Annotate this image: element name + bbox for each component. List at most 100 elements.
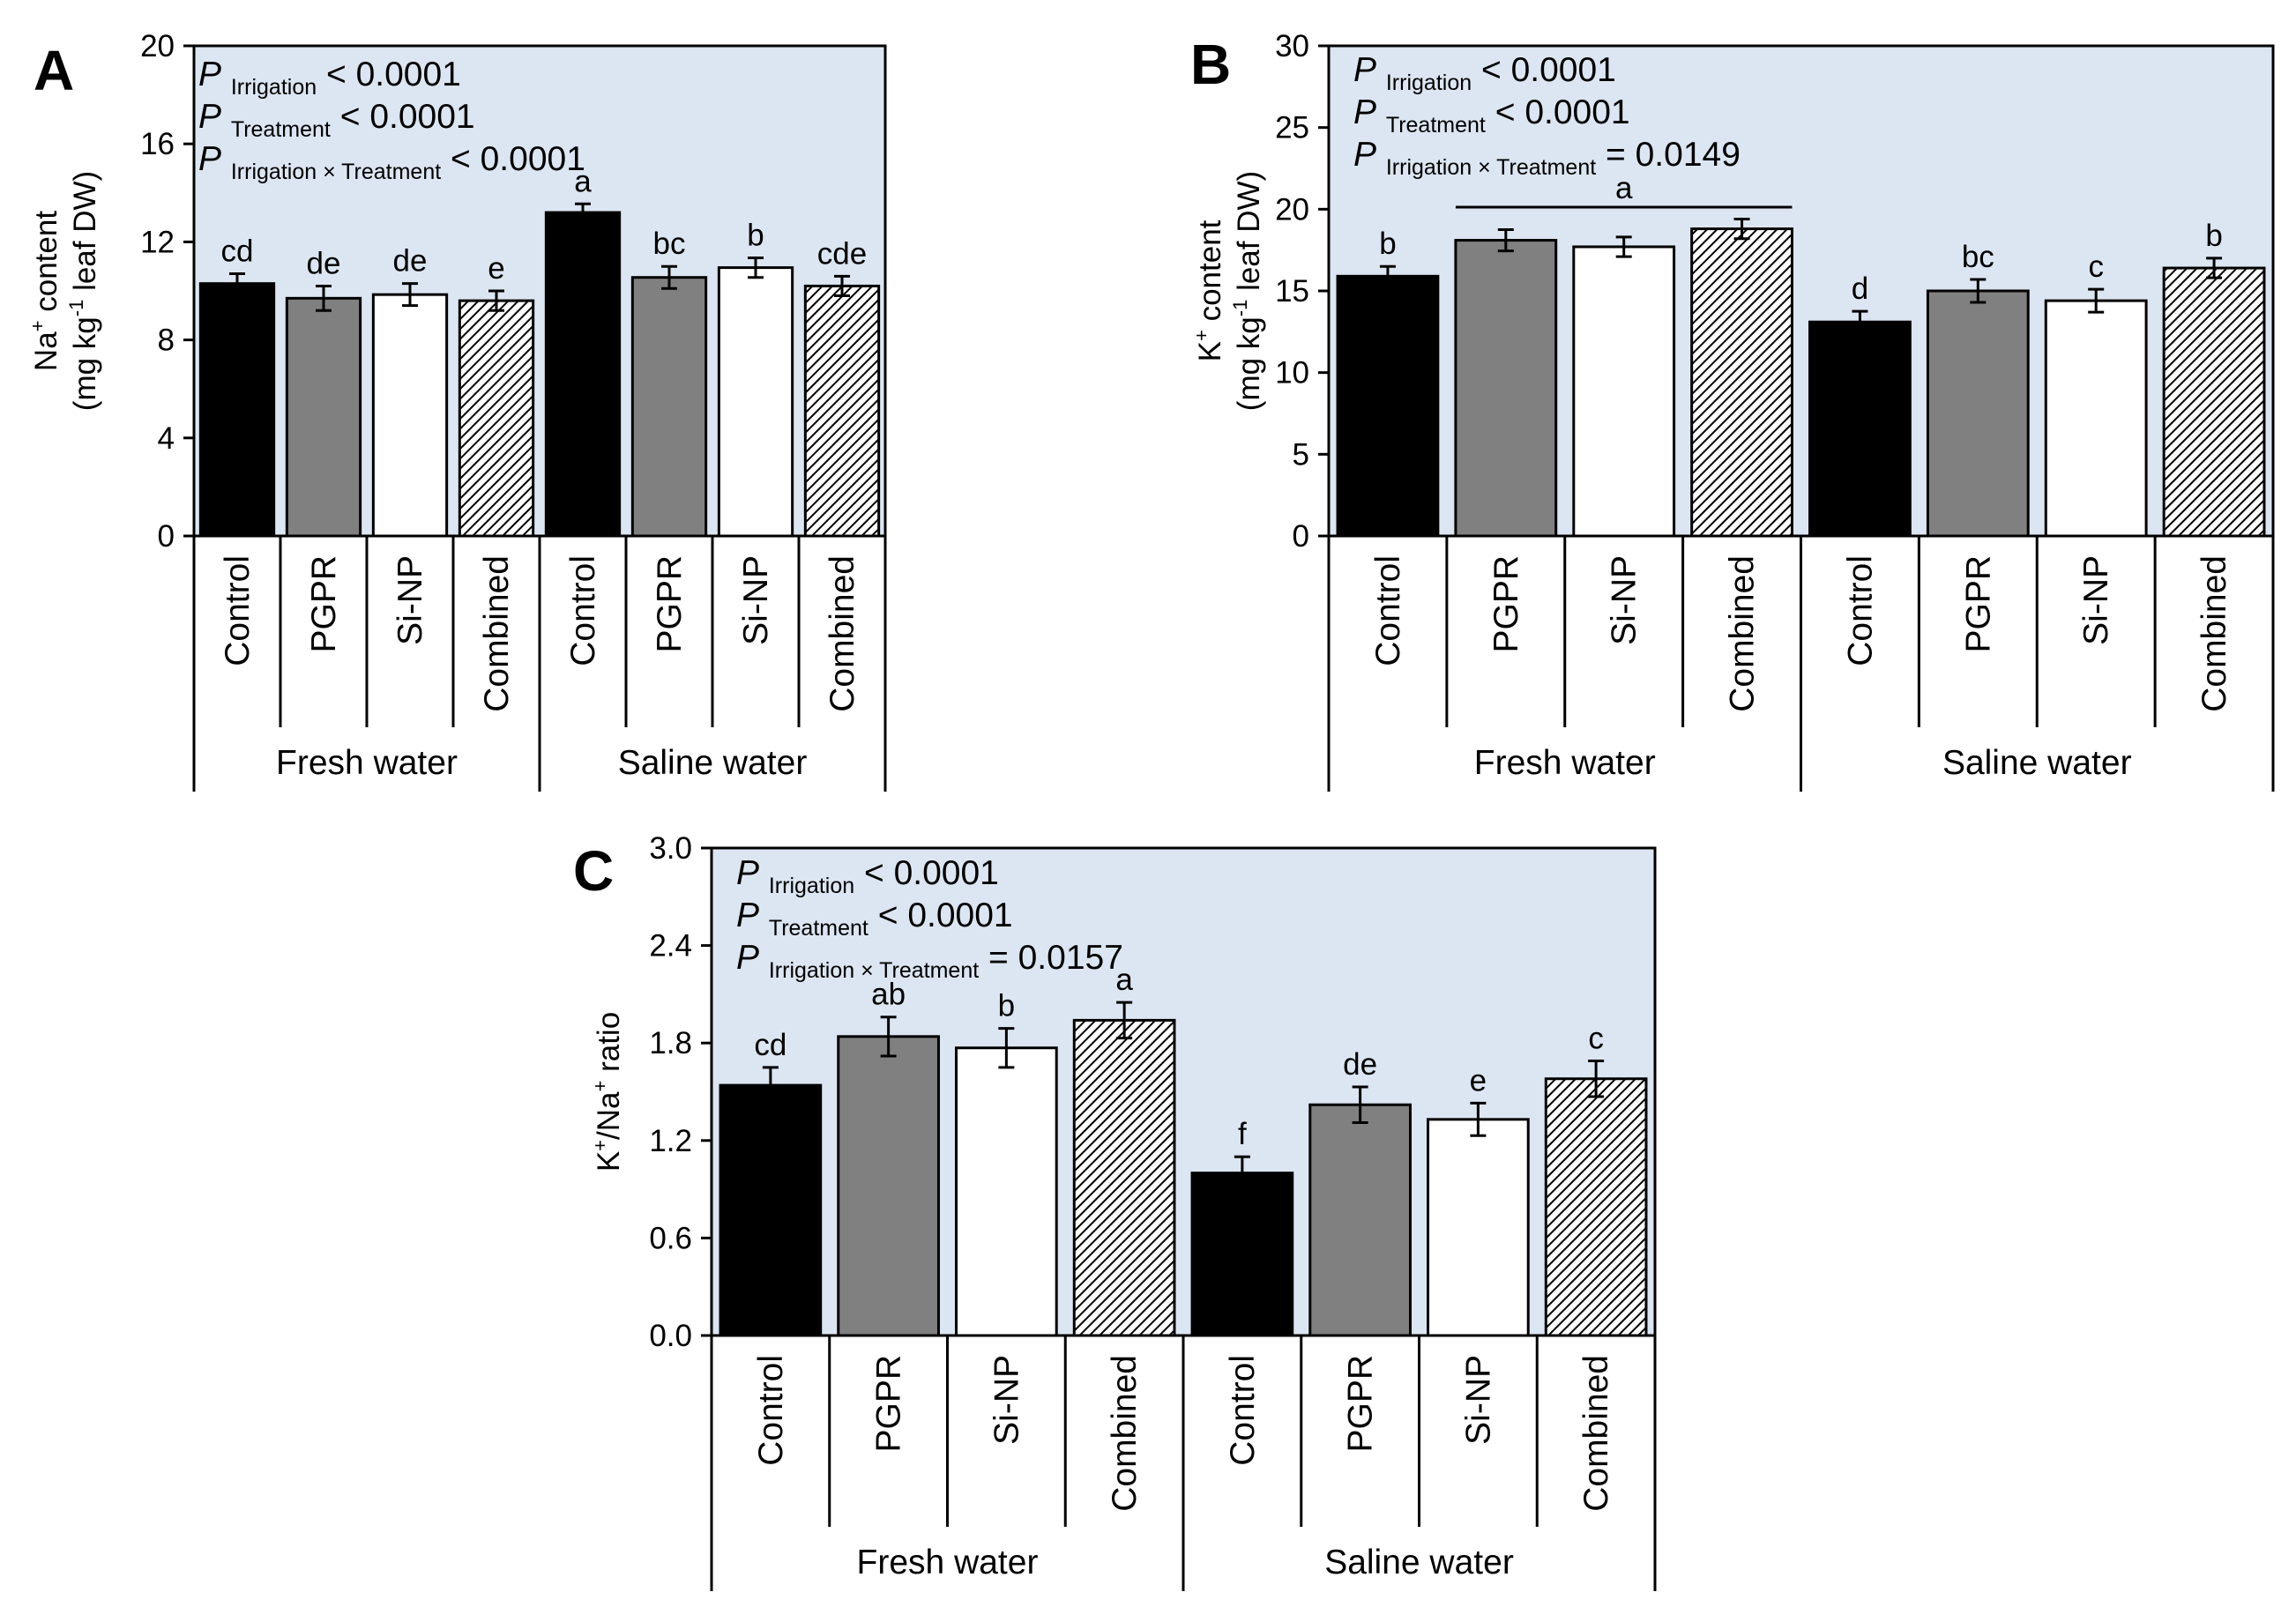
- bar: [458, 299, 535, 538]
- p-value-annotation: P Treatment < 0.0001: [198, 98, 475, 142]
- category-label: PGPR: [1487, 555, 1525, 653]
- bar: [1454, 239, 1558, 538]
- bar: [1072, 1018, 1176, 1337]
- category-label: Combined: [478, 555, 516, 712]
- y-axis-title: K+/Na+ ratio: [589, 1012, 626, 1172]
- y-tick-label: 0.6: [649, 1221, 692, 1255]
- y-tick-label: 20: [1275, 192, 1309, 227]
- bar: [1572, 245, 1676, 538]
- p-value-annotation: P Treatment < 0.0001: [1353, 93, 1630, 138]
- panel-c: 0.0 0.6 1.2 1.8 2.4 3.0 K+/Na+ ratio Ccd ab b a f de…: [573, 831, 1657, 1591]
- category-label: Si-NP: [1606, 555, 1644, 645]
- significance-letter: a: [574, 164, 592, 198]
- y-tick-label: 0: [1293, 519, 1309, 554]
- significance-letter: bc: [1962, 240, 1994, 274]
- panel-letter: B: [1190, 33, 1231, 96]
- panel-b: 0 5 10 15 20 25 30 K+ content(mg kg-1 leaf DW) B…: [1190, 29, 2275, 792]
- significance-letter: d: [1852, 272, 1868, 306]
- significance-letter: de: [307, 246, 341, 280]
- y-tick-label: 3.0: [649, 831, 692, 866]
- bar: [1808, 320, 1912, 538]
- category-label: Combined: [1724, 555, 1762, 712]
- category-label: PGPR: [870, 1355, 908, 1453]
- bar: [717, 266, 794, 538]
- significance-letter: cd: [221, 234, 254, 269]
- y-tick-label: 10: [1275, 356, 1309, 391]
- significance-letter: e: [488, 251, 504, 286]
- significance-letter: ab: [871, 978, 906, 1012]
- significance-letter: a: [1115, 963, 1133, 997]
- significance-letter: c: [2088, 249, 2104, 284]
- category-label: Si-NP: [2077, 555, 2115, 645]
- p-value-annotation: P Irrigation < 0.0001: [1353, 51, 1616, 95]
- group-label: Saline water: [1324, 1544, 1514, 1581]
- bar: [1190, 1172, 1294, 1337]
- bar: [198, 282, 276, 538]
- y-axis-title-line2: (mg kg-1 leaf DW): [65, 171, 102, 411]
- panel-letter: A: [34, 39, 74, 102]
- group-label: Fresh water: [857, 1544, 1039, 1581]
- category-label: Si-NP: [737, 555, 775, 645]
- category-label: Combined: [2195, 555, 2233, 712]
- category-label: PGPR: [1959, 555, 1997, 653]
- category-label: Control: [1224, 1355, 1262, 1466]
- significance-letter: b: [2205, 219, 2222, 253]
- significance-letter: a: [1615, 171, 1633, 205]
- panel-a: 0 4 8 12 16 20 Na+ content(mg kg-1 leaf DW) Acd…: [26, 29, 887, 792]
- significance-letter: bc: [653, 227, 686, 261]
- category-label: Control: [564, 555, 602, 666]
- category-label: Combined: [1577, 1355, 1615, 1512]
- bar: [1690, 227, 1793, 538]
- p-value-annotation: P Irrigation < 0.0001: [198, 56, 461, 100]
- y-tick-label: 5: [1293, 437, 1309, 472]
- y-tick-label: 1.2: [649, 1124, 692, 1158]
- significance-letter: de: [1343, 1047, 1377, 1082]
- significance-letter: f: [1238, 1117, 1247, 1151]
- category-label: Si-NP: [1459, 1355, 1497, 1445]
- p-value-annotation: P Irrigation × Treatment = 0.0157: [736, 939, 1123, 983]
- bar: [955, 1046, 1058, 1337]
- y-tick-label: 25: [1275, 111, 1309, 145]
- bar: [544, 211, 622, 538]
- significance-letter: de: [393, 244, 428, 279]
- bar: [837, 1035, 940, 1337]
- p-value-annotation: P Irrigation < 0.0001: [736, 854, 999, 898]
- bar: [1544, 1077, 1648, 1337]
- category-label: PGPR: [651, 555, 689, 653]
- bar: [719, 1083, 823, 1337]
- significance-letter: cd: [754, 1028, 786, 1062]
- significance-letter: c: [1588, 1021, 1604, 1055]
- bar: [803, 284, 881, 538]
- bar: [1336, 274, 1440, 538]
- group-label: Fresh water: [1474, 744, 1656, 782]
- y-tick-label: 0: [158, 519, 175, 554]
- y-axis-title-line2: (mg kg-1 leaf DW): [1229, 171, 1266, 411]
- group-label: Saline water: [1942, 744, 2132, 782]
- category-label: Control: [752, 1355, 790, 1466]
- category-label: PGPR: [1342, 1355, 1380, 1453]
- bar: [2044, 299, 2148, 538]
- y-tick-label: 30: [1275, 29, 1309, 63]
- group-label: Fresh water: [276, 744, 458, 782]
- bar: [1926, 289, 2030, 538]
- category-label: PGPR: [305, 555, 343, 653]
- category-label: Si-NP: [988, 1355, 1025, 1445]
- category-label: Control: [1841, 555, 1879, 666]
- y-tick-label: 12: [140, 225, 175, 259]
- group-label: Saline water: [618, 744, 808, 782]
- bar: [630, 276, 708, 538]
- y-tick-label: 1.8: [649, 1026, 692, 1060]
- significance-letter: b: [998, 989, 1015, 1023]
- y-tick-label: 4: [158, 421, 175, 456]
- y-axis-title: K+ content: [1190, 219, 1227, 361]
- y-tick-label: 2.4: [649, 929, 692, 964]
- significance-letter: e: [1470, 1063, 1487, 1097]
- category-label: Combined: [1106, 1355, 1144, 1512]
- bar: [371, 293, 449, 538]
- y-tick-label: 20: [140, 29, 175, 63]
- y-tick-label: 0.0: [649, 1319, 692, 1353]
- significance-letter: b: [1379, 227, 1396, 261]
- y-tick-label: 15: [1275, 274, 1309, 309]
- bar: [285, 296, 362, 538]
